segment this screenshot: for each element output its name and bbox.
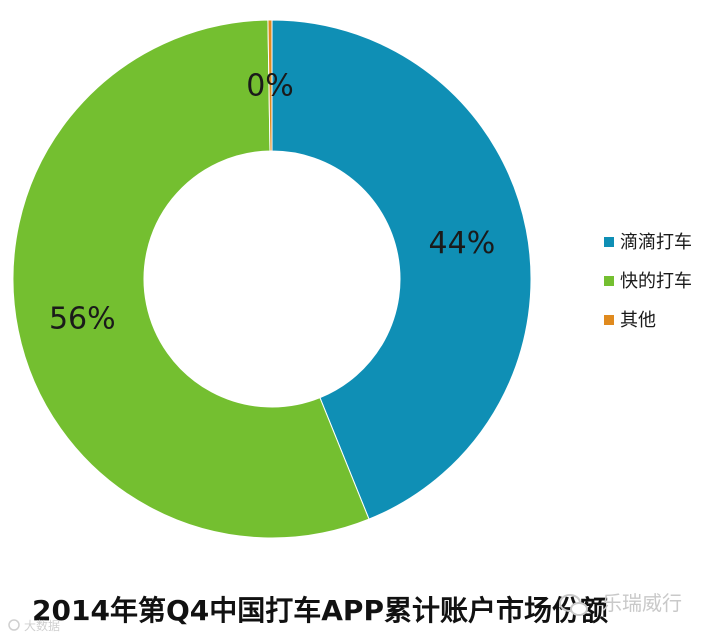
- legend-label-kuaidi: 快的打车: [620, 271, 692, 292]
- wechat-icon: [559, 594, 588, 616]
- slices-group: [12, 19, 532, 539]
- slice-label-other: 0%: [246, 69, 294, 104]
- watermark-corner-text: 大数据: [24, 618, 60, 633]
- legend-label-other: 其他: [620, 310, 656, 331]
- watermark-brand-text: 乐瑞威行: [602, 591, 682, 615]
- slice-kuaidi: [12, 19, 370, 539]
- legend-swatch-kuaidi: [604, 276, 614, 286]
- legend-swatch-didi: [604, 237, 614, 247]
- legend-swatch-other: [604, 315, 614, 325]
- chart-title: 2014年第Q4中国打车APP累计账户市场份额: [32, 594, 608, 627]
- legend-label-didi: 滴滴打车: [620, 232, 692, 253]
- slice-label-kuaidi: 56%: [49, 301, 116, 336]
- slice-other: [267, 19, 273, 152]
- slice-label-didi: 44%: [429, 226, 496, 261]
- watermark: 乐瑞威行: [559, 591, 682, 616]
- slice-didi: [271, 19, 532, 520]
- slice-labels-group: 44% 56% 0%: [49, 69, 495, 337]
- watermark-corner: 大数据: [8, 618, 60, 633]
